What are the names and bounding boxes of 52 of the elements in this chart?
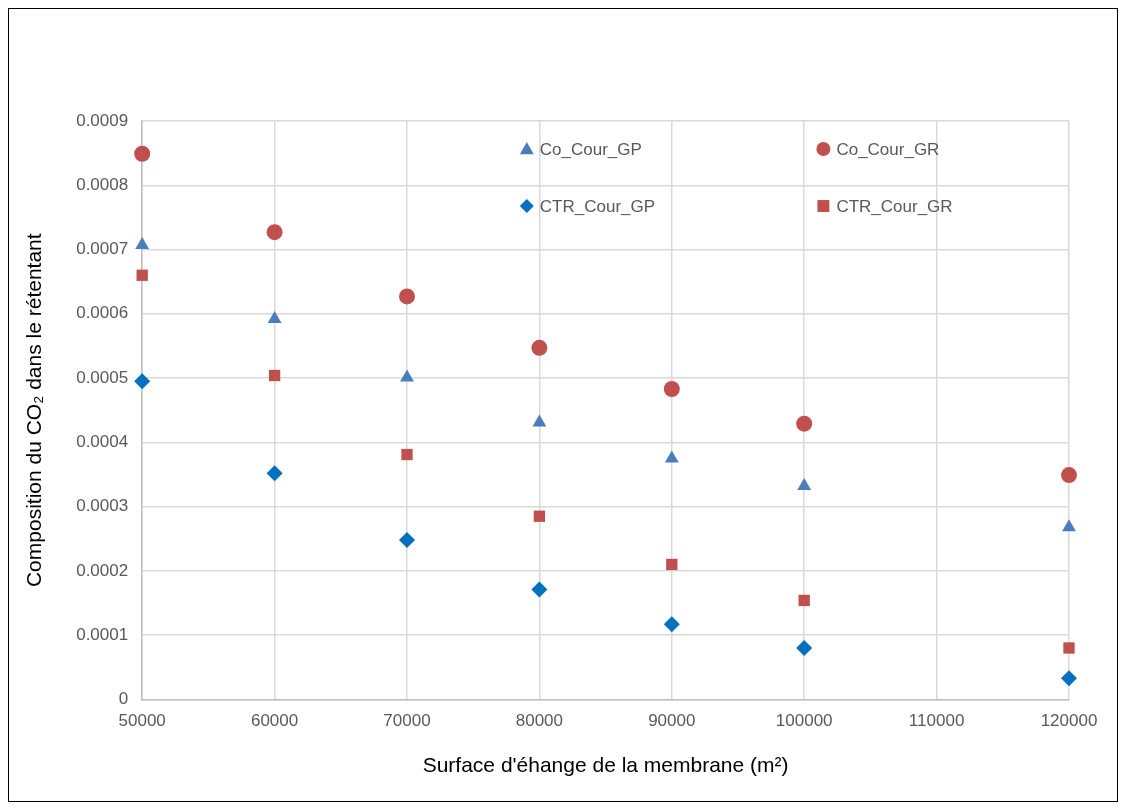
point [797,478,812,491]
point [266,465,283,482]
y-tick-label: 0.0003 [76,496,129,516]
x-tick-label: 110000 [908,711,965,731]
point [1061,467,1077,484]
point [531,581,548,598]
point [136,269,148,281]
point [399,288,415,305]
y-tick-label: 0.0008 [76,174,129,194]
y-tick-label: 0.0009 [76,110,129,130]
y-tick-label: 0.0005 [76,367,129,387]
x-tick-label: 100000 [775,711,833,731]
point [135,237,150,250]
point [1062,519,1076,532]
legend-label: CTR_Cour_GP [539,196,656,216]
point [796,639,813,656]
point [134,145,151,162]
point [268,369,281,382]
point [267,310,282,323]
point [134,373,151,390]
point [666,558,678,571]
x-tick-label: 120000 [1040,711,1098,731]
y-tick-label: 0.0002 [76,560,129,580]
y-tick-label: 0.0004 [76,432,129,452]
y-tick-label: 0.0001 [76,624,129,644]
point [266,224,283,241]
point [664,450,679,463]
point [663,380,680,397]
x-axis-title: Surface d'éhange de la membrane (m²) [422,753,789,777]
x-tick-label: 80000 [515,711,564,731]
y-tick-label: 0.0006 [76,303,129,323]
point [401,448,413,461]
y-axis-title: Composition du CO₂ dans le rétentant [22,233,46,588]
point [400,369,414,382]
point [533,510,546,522]
x-tick-label: 90000 [648,711,696,731]
point [399,532,415,549]
point [798,594,810,607]
point [1063,642,1075,654]
point [531,339,548,356]
legend-label: Co_Cour_GP [539,139,642,159]
point [1061,670,1077,687]
point [532,414,547,427]
x-tick-label: 50000 [118,711,166,731]
x-tick-label: 70000 [383,711,431,731]
y-tick-label: 0.0007 [76,239,129,259]
point [796,415,813,432]
legend-label: CTR_Cour_GR [836,196,953,216]
point [663,616,680,633]
x-tick-label: 60000 [250,711,299,731]
y-tick-label: 0 [118,689,129,709]
legend-label: Co_Cour_GR [836,139,940,159]
